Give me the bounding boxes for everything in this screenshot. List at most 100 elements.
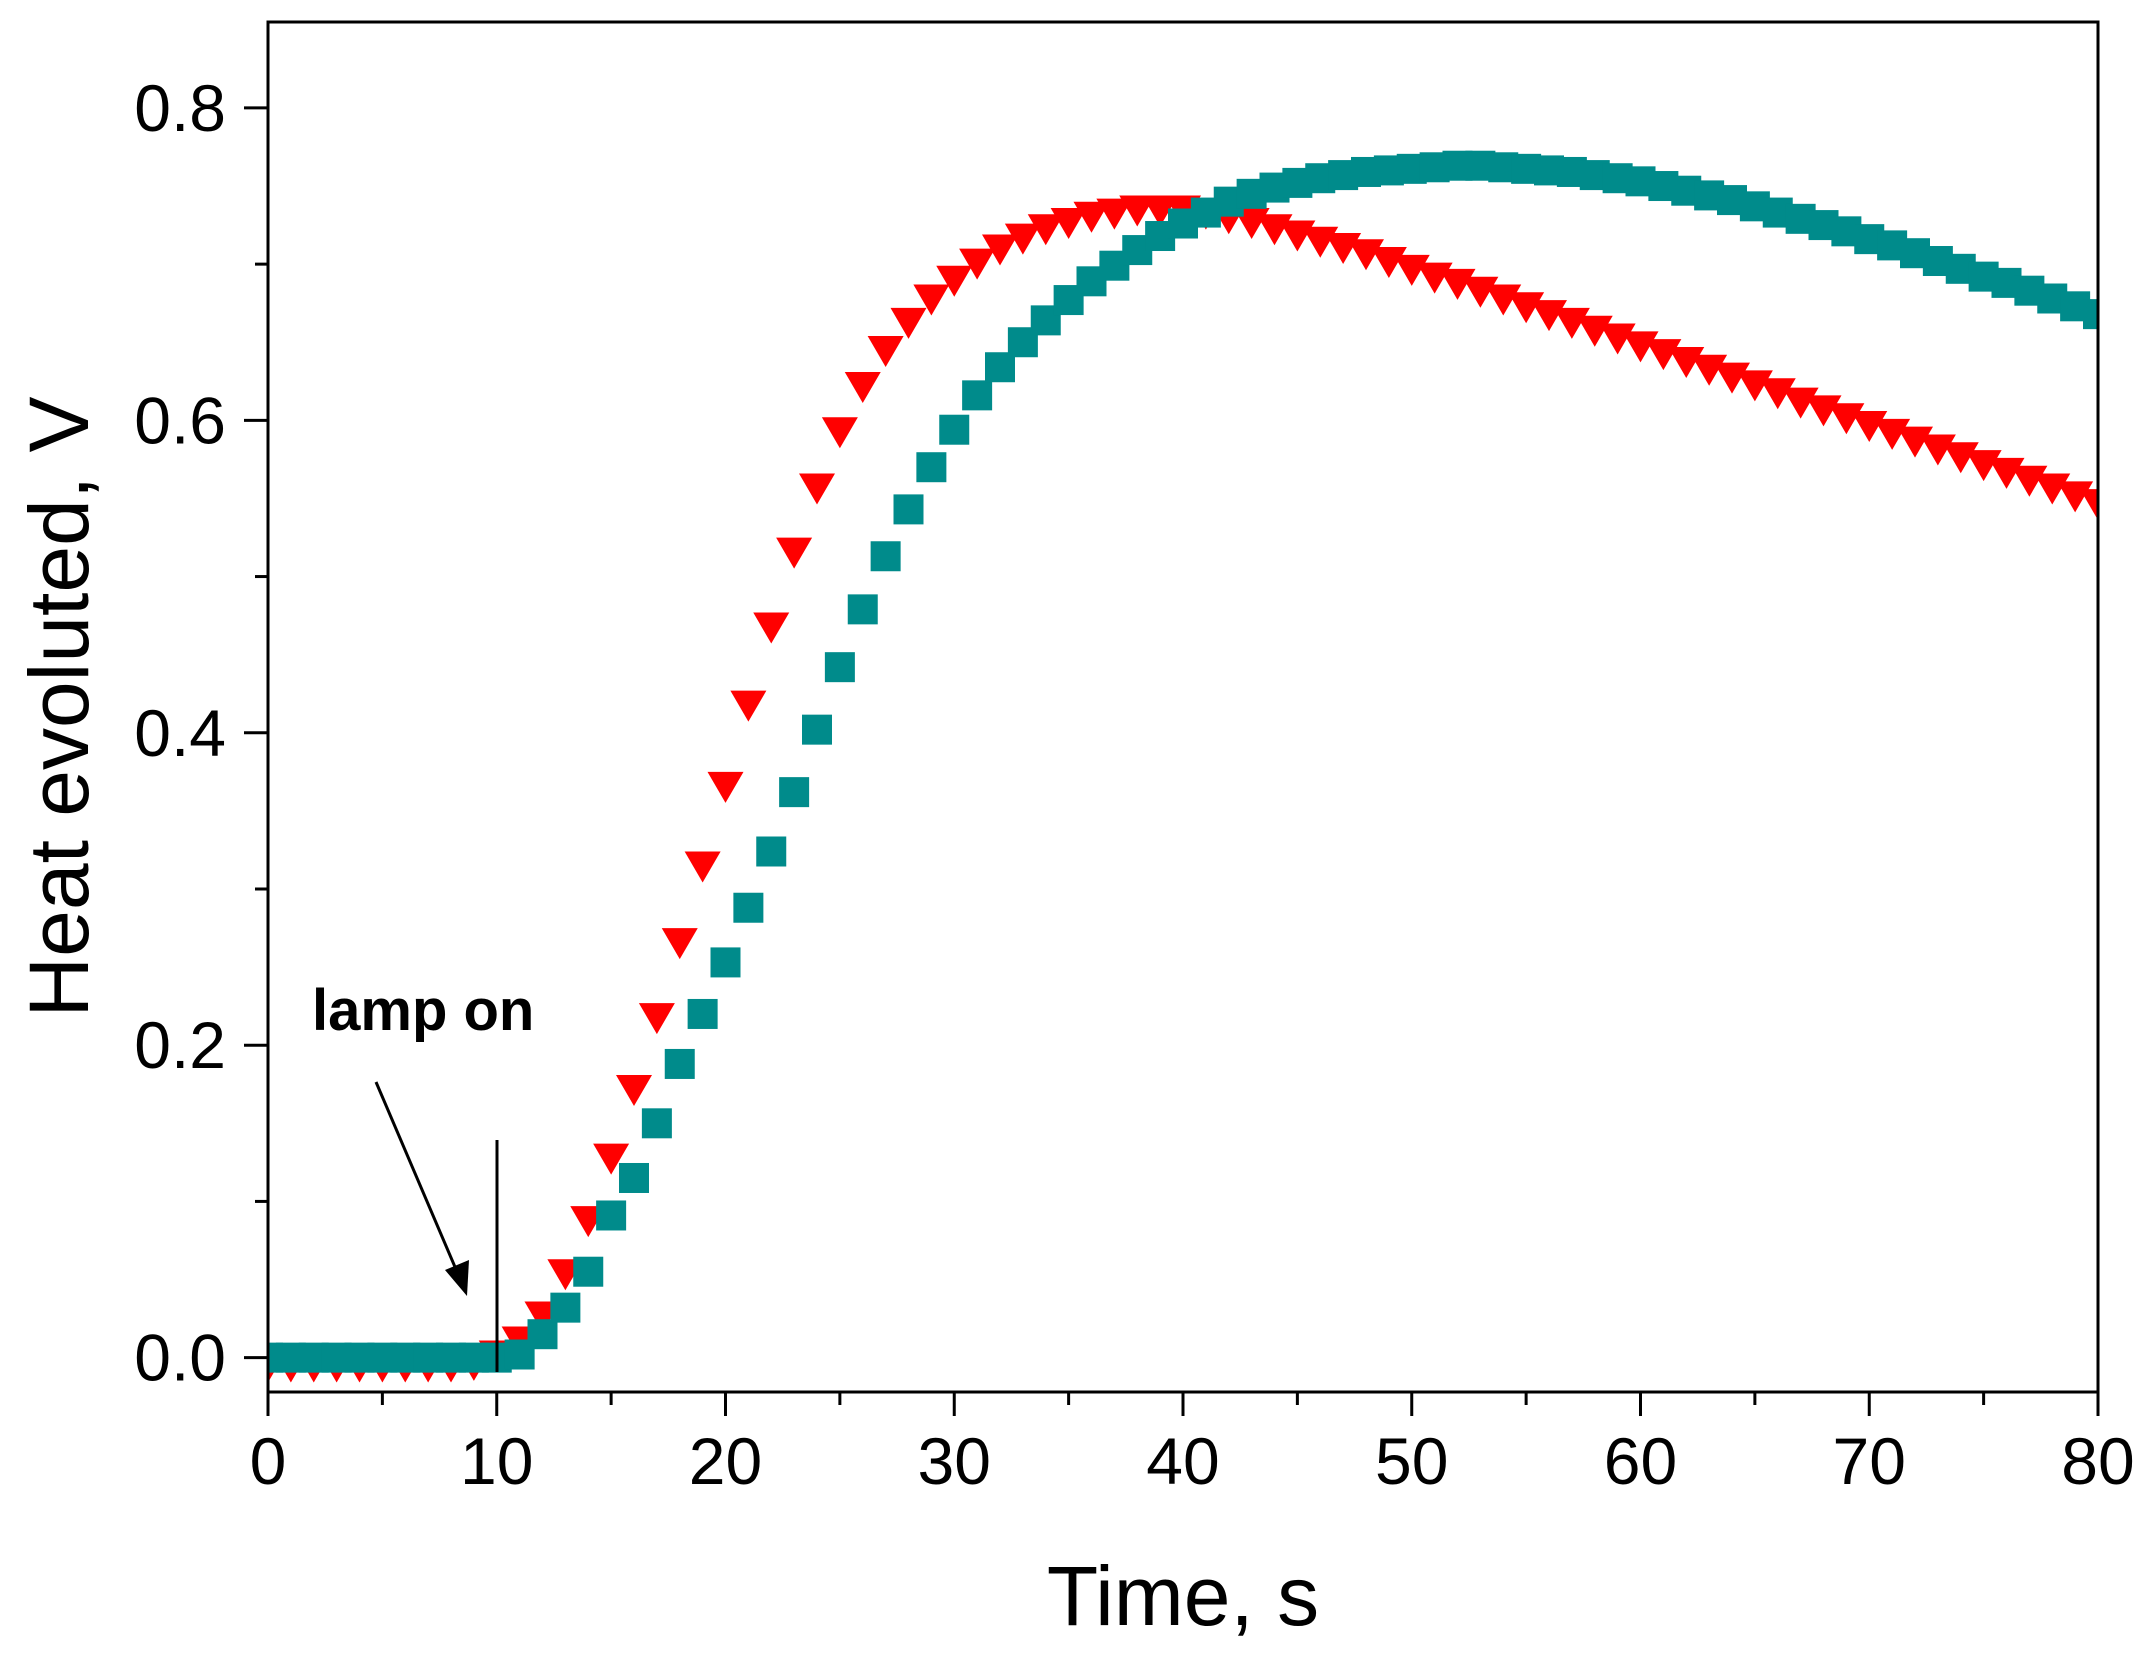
data-point-triangle xyxy=(844,371,881,403)
x-tick-label: 60 xyxy=(1604,1424,1677,1498)
markers-layer xyxy=(268,150,2098,1383)
series-squares xyxy=(268,150,2098,1373)
annotation-lamp-on: lamp on xyxy=(312,978,534,1043)
data-point-triangle xyxy=(1965,450,2002,482)
x-tick-label: 0 xyxy=(250,1424,287,1498)
y-tick-label: 0.6 xyxy=(134,383,226,457)
data-point-triangle xyxy=(707,771,744,803)
data-point-square xyxy=(664,1048,695,1079)
data-point-triangle xyxy=(1691,354,1728,386)
x-tick-label: 80 xyxy=(2061,1424,2134,1498)
data-point-triangle xyxy=(1393,254,1430,286)
data-point-square xyxy=(733,892,764,923)
data-point-triangle xyxy=(1599,323,1636,355)
y-tick-label: 0.8 xyxy=(134,71,226,145)
data-point-triangle xyxy=(890,307,927,339)
data-point-triangle xyxy=(1050,207,1087,239)
data-point-square xyxy=(779,777,810,808)
data-point-triangle xyxy=(821,417,858,449)
data-point-triangle xyxy=(1004,223,1041,255)
series-triangles xyxy=(268,195,2098,1383)
annotation-arrow-head xyxy=(445,1260,469,1296)
data-point-triangle xyxy=(1531,300,1567,332)
data-point-triangle xyxy=(1027,214,1064,246)
data-point-triangle xyxy=(1942,442,1979,474)
data-point-triangle xyxy=(1828,403,1865,435)
data-point-triangle xyxy=(1874,418,1911,450)
x-tick-label: 30 xyxy=(918,1424,991,1498)
data-point-square xyxy=(847,594,878,625)
x-axis-title: Time, s xyxy=(1047,1549,1319,1643)
data-point-triangle xyxy=(2034,473,2071,505)
x-tick-label: 40 xyxy=(1146,1424,1219,1498)
data-point-triangle xyxy=(1553,307,1590,339)
data-point-triangle xyxy=(799,473,835,505)
data-point-triangle xyxy=(867,336,904,368)
data-point-triangle xyxy=(1508,292,1545,324)
data-point-triangle xyxy=(1142,195,1179,227)
data-point-triangle xyxy=(616,1074,652,1106)
y-tick-label: 0.0 xyxy=(134,1321,226,1395)
data-point-triangle xyxy=(1988,457,2025,489)
data-point-triangle xyxy=(1897,426,1933,458)
x-tick-label: 70 xyxy=(1833,1424,1906,1498)
data-point-triangle xyxy=(1462,276,1499,308)
data-point-triangle xyxy=(936,265,973,297)
data-point-triangle xyxy=(1851,411,1888,443)
data-point-triangle xyxy=(1668,346,1705,378)
y-tick-label: 0.4 xyxy=(134,696,226,770)
data-point-square xyxy=(619,1162,649,1193)
x-tick-label: 20 xyxy=(689,1424,762,1498)
data-point-triangle xyxy=(1805,395,1842,427)
data-point-triangle xyxy=(1073,201,1110,233)
y-axis-title: Heat evoluted, V xyxy=(12,396,106,1017)
data-point-triangle xyxy=(1096,198,1133,230)
data-point-triangle xyxy=(2080,489,2098,521)
data-point-triangle xyxy=(1736,370,1773,402)
data-point-triangle xyxy=(753,612,790,644)
data-point-square xyxy=(756,836,787,867)
data-point-triangle xyxy=(2057,481,2094,513)
data-point-square xyxy=(939,414,970,445)
data-point-triangle xyxy=(959,248,996,280)
data-point-square xyxy=(870,541,901,572)
x-tick-label: 10 xyxy=(460,1424,533,1498)
data-point-triangle xyxy=(1119,195,1156,227)
data-point-square xyxy=(2083,299,2098,330)
ticks-layer: 0 10 20 30 40 50 60 70 80 0.0 0.2 0.4 0.6 0.8 xyxy=(134,71,2134,1498)
data-point-triangle xyxy=(2011,465,2048,497)
data-point-triangle xyxy=(776,537,813,569)
data-point-triangle xyxy=(1370,247,1407,279)
data-point-triangle xyxy=(1645,339,1682,371)
data-point-triangle xyxy=(1439,268,1476,300)
data-point-triangle xyxy=(1782,387,1819,419)
annotation-arrow xyxy=(374,1081,460,1275)
data-point-square xyxy=(687,998,718,1029)
data-point-square xyxy=(802,714,832,745)
data-point-triangle xyxy=(593,1143,630,1175)
data-point-square xyxy=(573,1256,604,1287)
data-point-triangle xyxy=(1714,362,1750,394)
data-point-triangle xyxy=(1622,331,1659,363)
y-tick-label: 0.2 xyxy=(134,1008,226,1082)
data-point-triangle xyxy=(1576,315,1613,347)
data-point-triangle xyxy=(982,234,1018,266)
data-point-triangle xyxy=(1919,434,1956,466)
data-point-triangle xyxy=(913,284,950,316)
data-point-square xyxy=(550,1292,581,1323)
data-point-triangle xyxy=(1485,284,1522,316)
data-point-triangle xyxy=(1759,378,1796,410)
x-tick-label: 50 xyxy=(1375,1424,1448,1498)
data-point-triangle xyxy=(730,690,767,722)
data-point-square xyxy=(596,1200,627,1231)
data-point-triangle xyxy=(638,1003,675,1035)
data-point-triangle xyxy=(1348,239,1384,271)
data-point-triangle xyxy=(661,928,698,960)
series-group xyxy=(268,150,2098,1383)
data-point-square xyxy=(893,494,924,525)
data-point-square xyxy=(710,947,741,978)
data-point-square xyxy=(824,652,855,683)
data-point-triangle xyxy=(684,851,721,883)
